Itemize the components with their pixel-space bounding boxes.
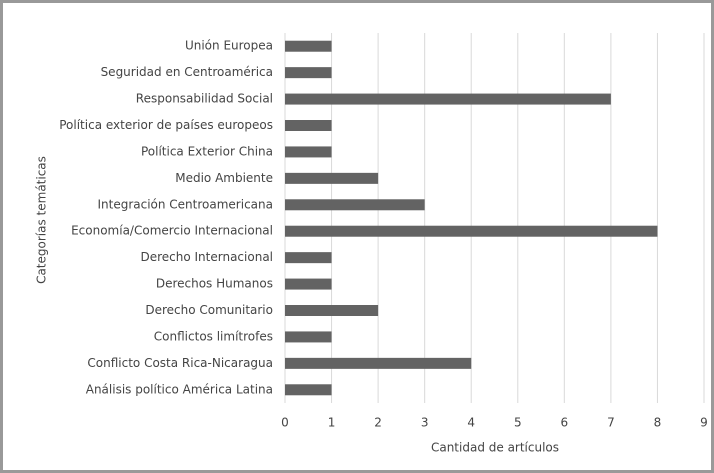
x-tick-label: 3 [421, 416, 429, 430]
y-tick-label: Derechos Humanos [156, 277, 273, 291]
bar [285, 384, 332, 396]
x-tick-label: 1 [328, 416, 336, 430]
bar [285, 67, 332, 79]
y-axis-label: Categorías temáticas [35, 156, 49, 284]
y-tick-label: Derecho Internacional [140, 250, 273, 264]
y-tick-label: Conflictos limítrofes [154, 329, 273, 343]
bar [285, 172, 379, 184]
y-tick-label: Derecho Comunitario [145, 303, 273, 317]
x-tick-label: 7 [607, 416, 615, 430]
x-tick-label: 8 [654, 416, 662, 430]
y-tick-label: Política Exterior China [141, 144, 273, 158]
bar [285, 93, 611, 105]
bar [285, 146, 332, 158]
bar [285, 252, 332, 264]
x-tick-label: 2 [374, 416, 382, 430]
bar [285, 225, 658, 237]
bar [285, 331, 332, 343]
y-tick-label: Análisis político América Latina [86, 382, 273, 396]
y-tick-label: Medio Ambiente [175, 171, 273, 185]
y-tick-label: Integración Centroamericana [97, 197, 273, 211]
x-axis-label: Cantidad de artículos [431, 441, 559, 455]
y-tick-label: Responsabilidad Social [136, 92, 273, 106]
x-tick-label: 6 [561, 416, 569, 430]
x-tick-label: 0 [281, 416, 289, 430]
bar [285, 305, 379, 316]
y-tick-label: Seguridad en Centroamérica [101, 65, 273, 79]
y-tick-label: Economía/Comercio Internacional [71, 224, 273, 238]
x-tick-label: 9 [700, 416, 708, 430]
y-tick-label: Conflicto Costa Rica-Nicaragua [87, 356, 273, 370]
y-tick-label: Política exterior de países europeos [59, 118, 273, 132]
bar [285, 40, 332, 52]
x-tick-label: 4 [467, 416, 475, 430]
x-tick-label: 5 [514, 416, 522, 430]
bar [285, 120, 332, 131]
bar [285, 357, 472, 369]
bar [285, 278, 332, 290]
bar [285, 199, 425, 211]
y-tick-label: Unión Europea [185, 39, 273, 53]
